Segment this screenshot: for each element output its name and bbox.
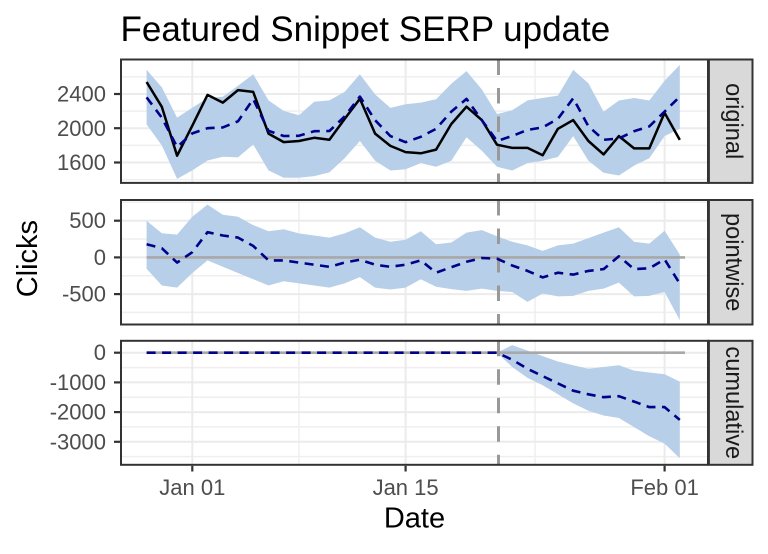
svg-text:500: 500	[69, 208, 106, 233]
svg-text:1600: 1600	[57, 150, 106, 175]
svg-text:-1000: -1000	[50, 370, 106, 395]
svg-text:Jan 15: Jan 15	[373, 475, 439, 500]
svg-text:pointwise: pointwise	[720, 213, 746, 311]
svg-text:-3000: -3000	[50, 429, 106, 454]
svg-text:Jan 01: Jan 01	[159, 475, 225, 500]
svg-text:2000: 2000	[57, 116, 106, 141]
svg-text:2400: 2400	[57, 82, 106, 107]
svg-text:cumulative: cumulative	[720, 346, 746, 459]
svg-text:-500: -500	[62, 282, 106, 307]
svg-text:Featured Snippet SERP update: Featured Snippet SERP update	[121, 10, 611, 49]
svg-text:original: original	[720, 83, 746, 159]
svg-text:0: 0	[94, 245, 106, 270]
svg-text:Clicks: Clicks	[12, 220, 44, 297]
svg-text:Feb 01: Feb 01	[630, 475, 699, 500]
svg-text:-2000: -2000	[50, 400, 106, 425]
svg-text:Date: Date	[384, 503, 445, 535]
svg-text:0: 0	[94, 340, 106, 365]
